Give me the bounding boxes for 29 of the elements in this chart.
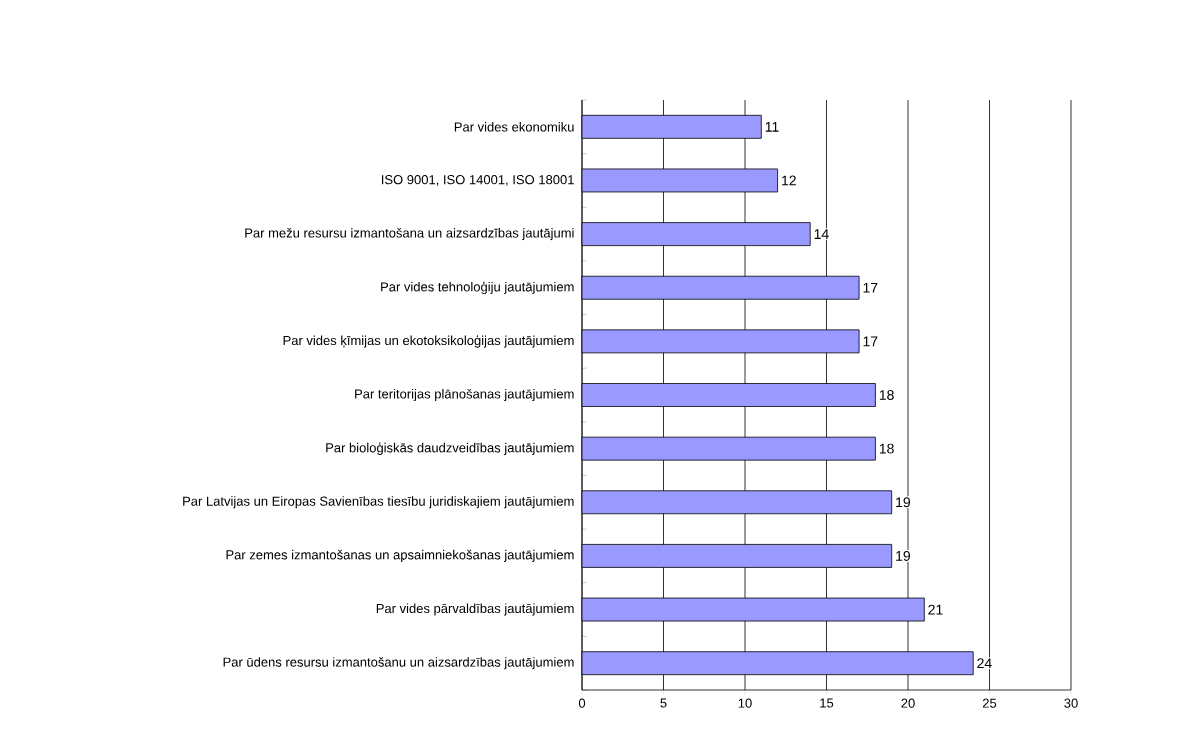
data-label: 24 <box>977 658 992 669</box>
y-tick-label: Par vides tehnoloģiju jautājumiem <box>381 281 574 295</box>
data-label: 12 <box>782 175 796 186</box>
x-tick-label: 15 <box>820 698 834 708</box>
data-label: 14 <box>814 229 829 239</box>
y-tick-label: Par Latvijas un Eiropas Savienības tiesību juridiskajiem jautājumiem <box>183 496 574 509</box>
data-label: 17 <box>863 282 878 293</box>
y-tick-label: Par mežu resursu izmantošana un aizsardzības jautājumi <box>245 228 574 241</box>
y-tick-label: Par bioloģiskās daudzveidības jautājumiem <box>326 442 574 455</box>
x-tick-label: 5 <box>660 698 667 708</box>
x-tick-label: 0 <box>578 698 586 708</box>
x-tick-label: 20 <box>901 698 915 708</box>
y-tick-label: Par vides ķīmijas un ekotoksikoloģijas jautājumiem <box>283 335 574 348</box>
y-tick-label: Par zemes izmantošanas un apsaimniekošanas jautājumiem <box>226 549 574 562</box>
data-label: 19 <box>896 497 911 508</box>
y-tick-label: Par vides ekonomiku <box>454 122 574 132</box>
data-label: 17 <box>863 336 878 347</box>
x-tick-label: 25 <box>982 698 997 708</box>
y-tick-label: ISO 9001, ISO 14001, ISO 18001 <box>381 175 574 186</box>
data-label: 18 <box>879 443 894 454</box>
y-tick-label: Par vides pārvaldības jautājumiem <box>376 603 574 616</box>
data-label: 21 <box>928 604 943 615</box>
x-tick-label: 10 <box>738 698 752 708</box>
y-tick-label: Par teritorijas plānošanas jautājumiem <box>355 388 574 402</box>
data-label: 18 <box>879 390 894 400</box>
y-tick-label: Par ūdens resursu izmantošanu un aizsardzības jautājumiem <box>223 657 574 670</box>
data-label: 19 <box>896 550 911 561</box>
data-label: 11 <box>765 122 779 132</box>
x-tick-label: 30 <box>1064 698 1078 708</box>
